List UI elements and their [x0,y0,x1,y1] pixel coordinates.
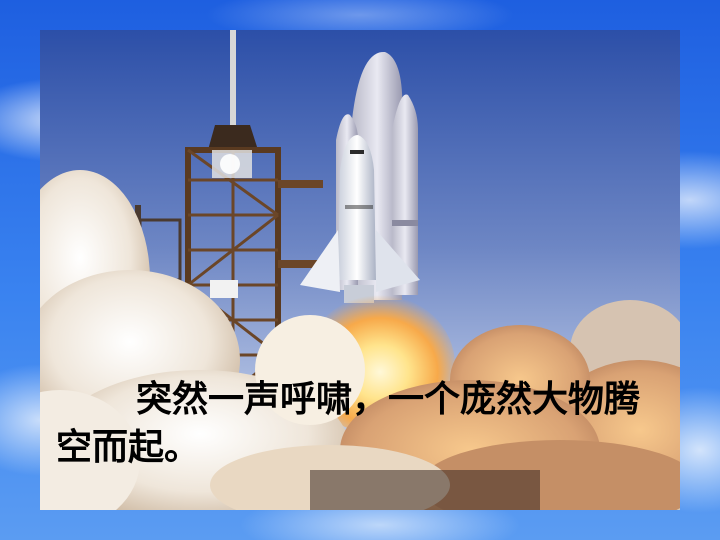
exhaust-smoke [40,170,680,510]
slide-caption: 突然一声呼啸，一个庞然大物腾空而起。 [56,379,641,468]
shuttle-launch-photo [40,30,680,510]
space-shuttle [300,51,420,303]
launch-platform [310,470,540,510]
